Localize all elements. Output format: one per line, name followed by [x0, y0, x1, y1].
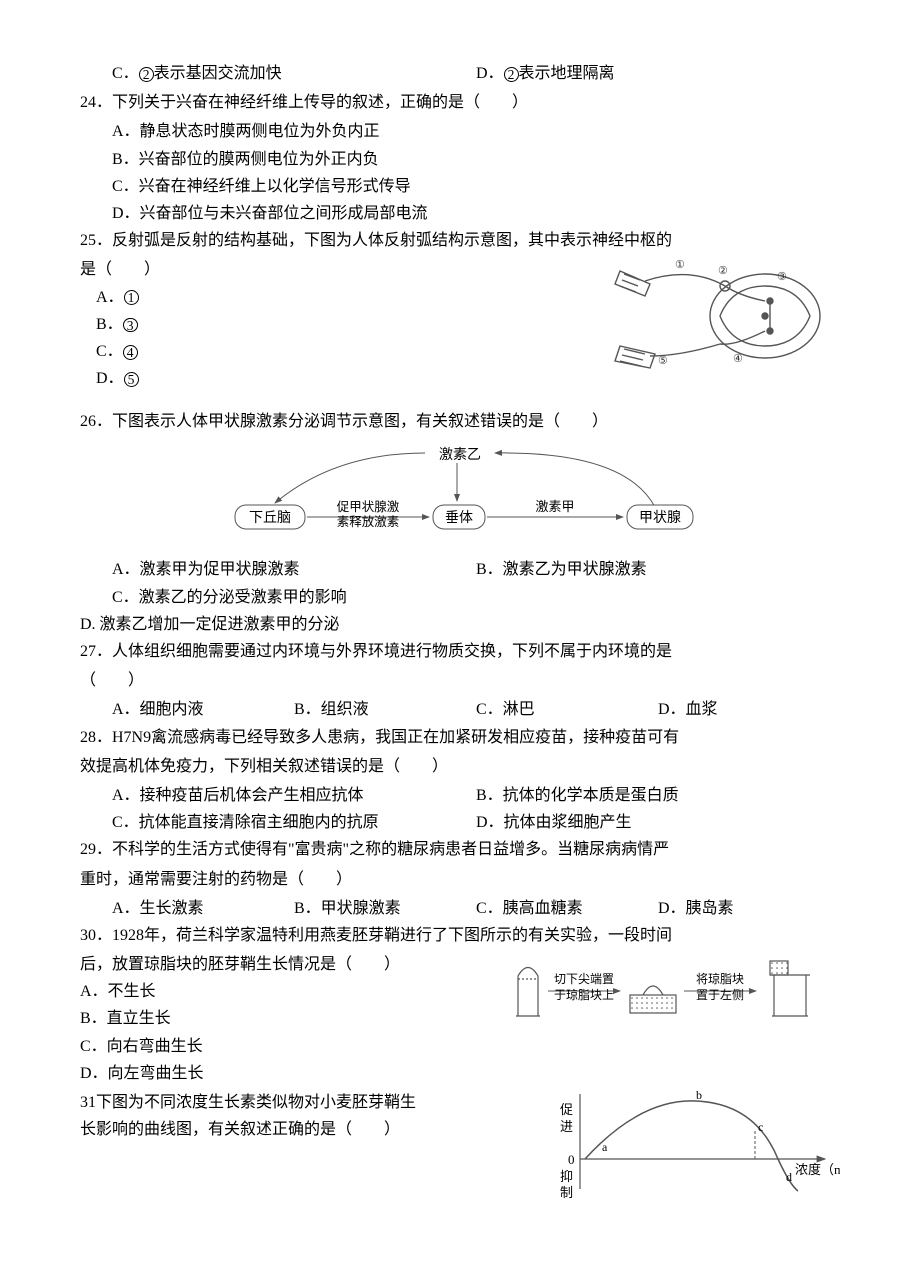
q28-B: B．抗体的化学本质是蛋白质: [476, 782, 840, 809]
fig-label-1: ①: [675, 259, 685, 271]
q31-zero: 0: [568, 1152, 575, 1167]
q30-block: 切下尖端置 于琼脂块上 将琼脂块 置于左侧 后，放置琼脂块的胚芽鞘生长情况是（ …: [80, 951, 840, 1087]
q23-optD-text: 表示地理隔离: [519, 65, 615, 82]
q26-C: C．激素乙的分泌受激素甲的影响: [80, 584, 840, 611]
q31-y3: 抑: [560, 1169, 573, 1184]
flow-node-1: 下丘脑: [249, 510, 291, 526]
q29-A: A．生长激素: [112, 895, 294, 922]
q31-pt-c: c: [758, 1120, 763, 1134]
q30-stem1: 30．1928年，荷兰科学家温特利用燕麦胚芽鞘进行了下图所示的有关实验，一段时间: [80, 922, 840, 949]
q27-stem2: （ ）: [80, 667, 840, 694]
q31-y4: 制: [560, 1185, 573, 1199]
q24-A: A．静息状态时膜两侧电位为外负内正: [80, 118, 840, 145]
flow-node-3: 甲状腺: [639, 510, 681, 526]
q28-A: A．接种疫苗后机体会产生相应抗体: [112, 782, 476, 809]
q27-A: A．细胞内液: [112, 696, 294, 723]
q28-D: D．抗体由浆细胞产生: [476, 809, 840, 836]
went-experiment-diagram: 切下尖端置 于琼脂块上 将琼脂块 置于左侧: [500, 951, 840, 1031]
q30-step1a: 切下尖端置: [554, 972, 614, 986]
auxin-curve-diagram: 促 进 0 抑 制 a b c d 浓度（mo: [540, 1089, 840, 1199]
q29-B: B．甲状腺激素: [294, 895, 476, 922]
q31-block: 促 进 0 抑 制 a b c d 浓度（mo 31下图为不同浓度生长素类似物对…: [80, 1089, 840, 1199]
q31-pt-d: d: [786, 1170, 792, 1184]
q24-stem: 24．下列关于兴奋在神经纤维上传导的叙述，正确的是（ ）: [80, 89, 840, 116]
flow-arrow1a: 促甲状腺激: [337, 500, 400, 514]
q30-C: C．向右弯曲生长: [80, 1033, 840, 1060]
q28-stem1: 28．H7N9禽流感病毒已经导致多人患病，我国正在加紧研发相应疫苗，接种疫苗可有: [80, 724, 840, 751]
circled-4-icon: 4: [123, 345, 138, 360]
q26-flow-diagram: 激素乙 下丘脑 垂体 甲状腺 促甲状腺激 素释放激素 激素甲: [80, 443, 840, 548]
q25-stem1: 25．反射弧是反射的结构基础，下图为人体反射弧结构示意图，其中表示神经中枢的: [80, 227, 840, 254]
circled-5-icon: 5: [124, 372, 139, 387]
reflex-arc-diagram: ① ② ③ ④ ⑤: [600, 256, 840, 376]
q26-row1: A．激素甲为促甲状腺激素 B．激素乙为甲状腺激素: [80, 556, 840, 583]
q24-B: B．兴奋部位的膜两侧电位为外正内负: [80, 146, 840, 173]
circled-2-icon: 2: [139, 67, 154, 82]
q26-B: B．激素乙为甲状腺激素: [476, 556, 840, 583]
q29-options: A．生长激素 B．甲状腺激素 C．胰高血糖素 D．胰岛素: [80, 895, 840, 922]
q23-options: C．2表示基因交流加快 D．2表示地理隔离: [80, 60, 840, 87]
q30-step1b: 于琼脂块上: [554, 987, 614, 1002]
q29-C: C．胰高血糖素: [476, 895, 658, 922]
q28-row1: A．接种疫苗后机体会产生相应抗体 B．抗体的化学本质是蛋白质: [80, 782, 840, 809]
flow-node-2: 垂体: [445, 510, 473, 526]
fig-label-2: ②: [718, 265, 728, 277]
fig-label-3: ③: [777, 271, 787, 283]
q24-C: C．兴奋在神经纤维上以化学信号形式传导: [80, 173, 840, 200]
q29-D: D．胰岛素: [658, 895, 840, 922]
q28-row2: C．抗体能直接清除宿主细胞内的抗原 D．抗体由浆细胞产生: [80, 809, 840, 836]
q24-D: D．兴奋部位与未兴奋部位之间形成局部电流: [80, 200, 840, 227]
q26-D: D. 激素乙增加一定促进激素甲的分泌: [80, 611, 840, 638]
q31-pt-b: b: [696, 1089, 702, 1102]
q30-step2a: 将琼脂块: [696, 971, 744, 986]
fig-label-5: ⑤: [658, 355, 668, 367]
q31-y1: 促: [560, 1102, 573, 1117]
q23-optC: C．2表示基因交流加快: [112, 60, 476, 87]
circled-2-icon: 2: [504, 67, 519, 82]
hormone-flow-diagram: 激素乙 下丘脑 垂体 甲状腺 促甲状腺激 素释放激素 激素甲: [195, 443, 725, 548]
flow-arrow1b: 素释放激素: [337, 514, 400, 529]
flow-arrow2: 激素甲: [535, 499, 574, 514]
q29-stem2: 重时，通常需要注射的药物是（ ）: [80, 866, 840, 893]
q31-y2: 进: [560, 1119, 573, 1134]
q30-figure: 切下尖端置 于琼脂块上 将琼脂块 置于左侧: [500, 951, 840, 1031]
q31-pt-a: a: [602, 1140, 608, 1154]
circled-1-icon: 1: [124, 290, 139, 305]
q30-step2b: 置于左侧: [696, 987, 744, 1002]
q26-stem: 26．下图表示人体甲状腺激素分泌调节示意图，有关叙述错误的是（ ）: [80, 408, 840, 435]
q23-optC-text: 表示基因交流加快: [154, 65, 282, 82]
q28-stem2: 效提高机体免疫力，下列相关叙述错误的是（ ）: [80, 753, 840, 780]
fig-label-4: ④: [733, 353, 743, 365]
circled-3-icon: 3: [123, 318, 138, 333]
q25-figure: ① ② ③ ④ ⑤: [600, 256, 840, 376]
q30-D: D．向左弯曲生长: [80, 1060, 840, 1087]
q27-D: D．血浆: [658, 696, 840, 723]
flow-top-label: 激素乙: [439, 446, 481, 463]
q27-stem1: 27．人体组织细胞需要通过内环境与外界环境进行物质交换，下列不属于内环境的是: [80, 638, 840, 665]
q27-B: B．组织液: [294, 696, 476, 723]
q29-stem1: 29．不科学的生活方式使得有"富贵病"之称的糖尿病患者日益增多。当糖尿病病情严: [80, 836, 840, 863]
q31-xlab: 浓度（mo: [795, 1162, 840, 1177]
q26-A: A．激素甲为促甲状腺激素: [112, 556, 476, 583]
q27-C: C．淋巴: [476, 696, 658, 723]
q31-figure: 促 进 0 抑 制 a b c d 浓度（mo: [540, 1089, 840, 1199]
q28-C: C．抗体能直接清除宿主细胞内的抗原: [112, 809, 476, 836]
q27-options: A．细胞内液 B．组织液 C．淋巴 D．血浆: [80, 696, 840, 723]
q25-block: ① ② ③ ④ ⑤ 是（ ） A．1 B．3 C．4 D．5: [80, 256, 840, 392]
q23-optD: D．2表示地理隔离: [476, 60, 840, 87]
